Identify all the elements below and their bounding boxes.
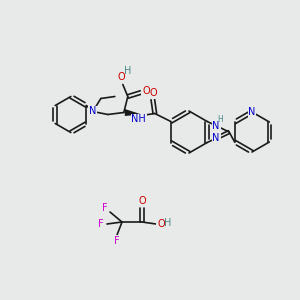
Text: H: H	[164, 218, 172, 228]
Text: F: F	[98, 219, 104, 229]
Text: O: O	[157, 219, 165, 229]
Text: F: F	[114, 236, 120, 246]
Text: O: O	[142, 85, 150, 95]
Text: N: N	[212, 121, 220, 131]
Text: F: F	[102, 203, 108, 213]
Text: N: N	[89, 106, 97, 116]
Text: O: O	[149, 88, 157, 98]
Text: H: H	[217, 115, 223, 124]
Text: N: N	[248, 107, 256, 117]
Text: H: H	[124, 67, 131, 76]
Text: O: O	[138, 196, 146, 206]
Text: NH: NH	[131, 115, 146, 124]
Polygon shape	[125, 109, 142, 116]
Text: O: O	[117, 73, 124, 82]
Text: N: N	[212, 133, 220, 143]
